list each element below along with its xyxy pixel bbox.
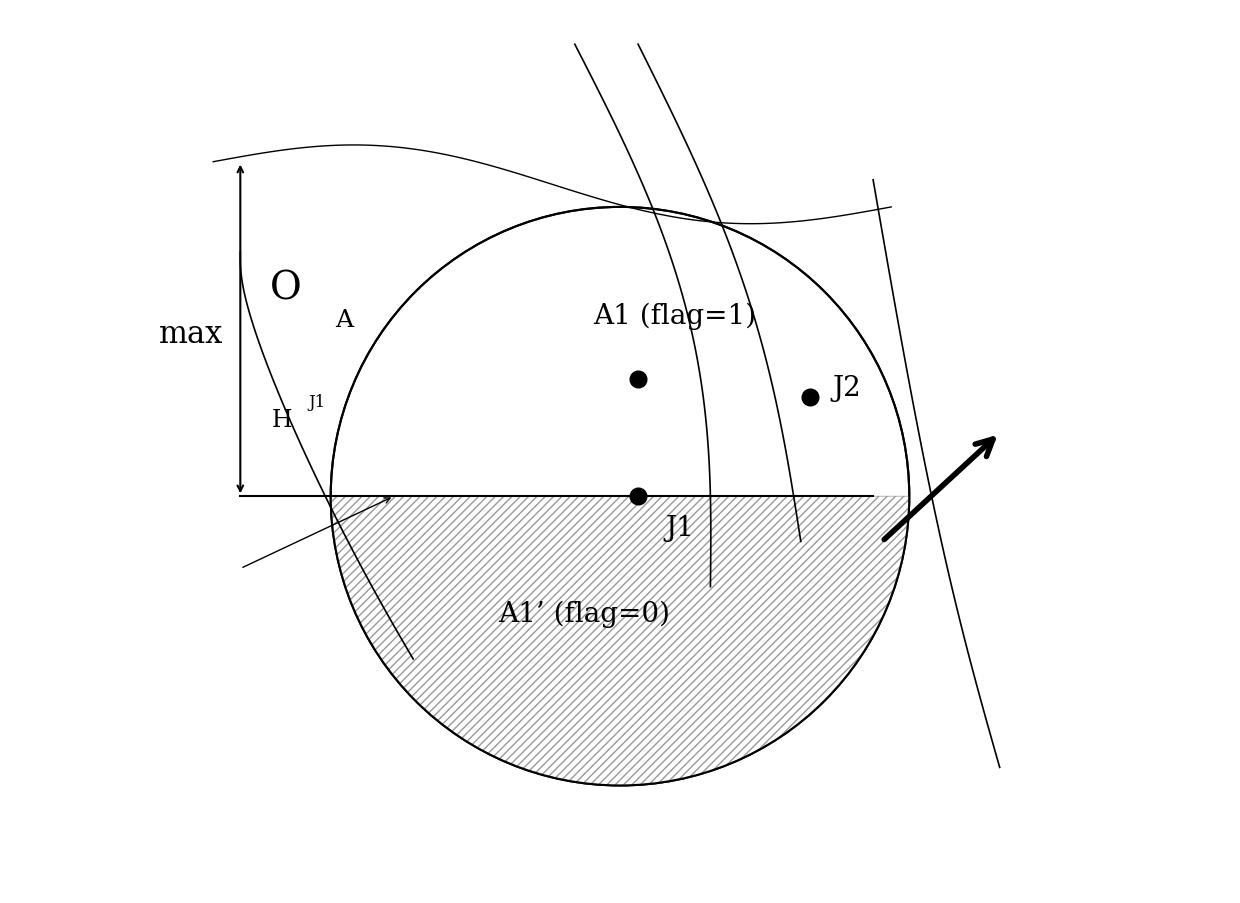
Text: H: H (272, 408, 293, 432)
Text: J1: J1 (665, 515, 694, 542)
Text: A1 (flag=1): A1 (flag=1) (593, 303, 756, 330)
Text: J2: J2 (832, 375, 862, 402)
Text: O: O (269, 271, 301, 307)
Text: max: max (159, 319, 223, 349)
Text: J1: J1 (308, 394, 325, 410)
PathPatch shape (331, 497, 909, 786)
Text: A: A (335, 309, 353, 332)
Text: A1’ (flag=0): A1’ (flag=0) (497, 600, 670, 628)
